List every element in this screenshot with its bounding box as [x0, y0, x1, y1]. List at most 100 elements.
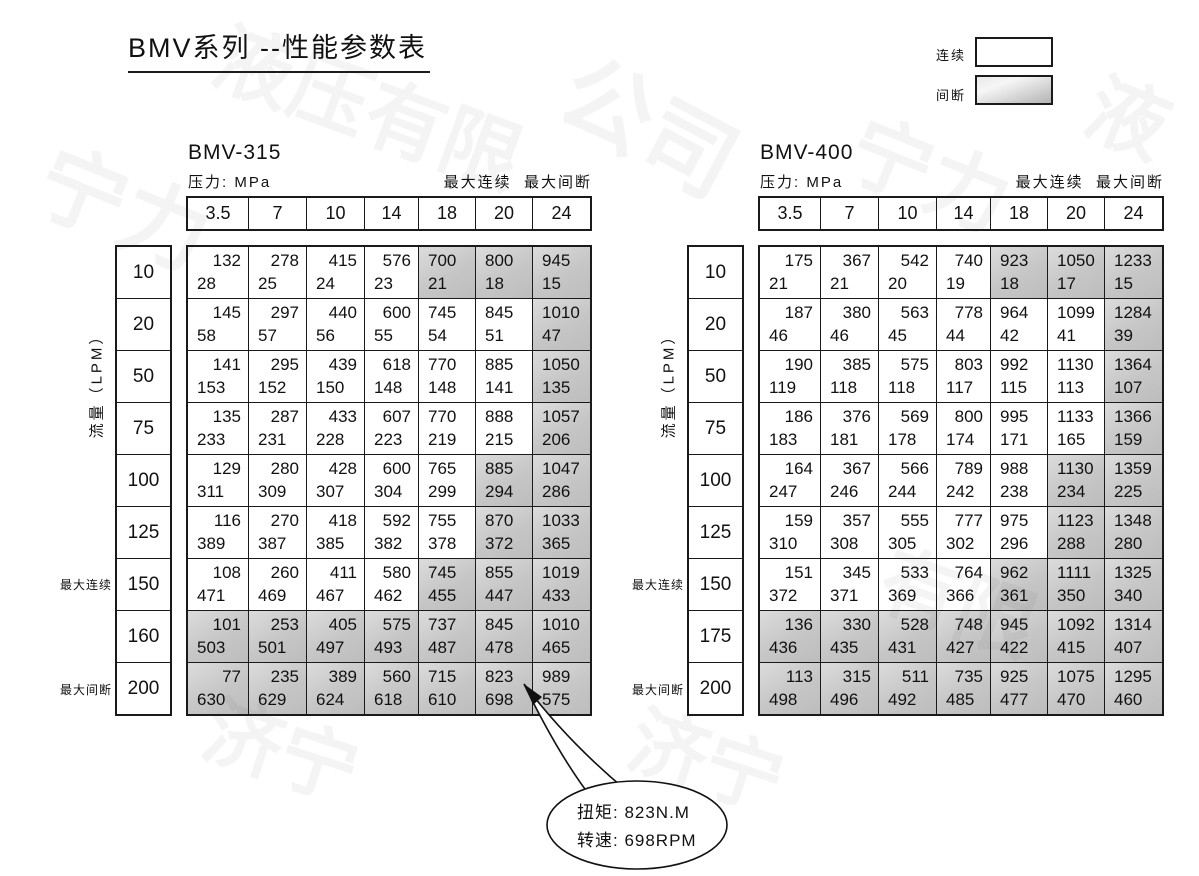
speed-value: 28: [197, 274, 216, 293]
torque-value: 1123: [1057, 511, 1094, 530]
speed-value: 23: [374, 274, 393, 293]
torque-value: 755: [428, 511, 457, 530]
speed-value: 407: [1114, 638, 1143, 657]
perf-cell: 923 18: [991, 247, 1047, 298]
torque-value: 765: [428, 459, 457, 478]
torque-value: 108: [212, 563, 241, 582]
pressure-header-cell: 7: [249, 198, 306, 229]
speed-value: 18: [485, 274, 504, 293]
speed-value: 246: [830, 482, 859, 501]
perf-cell: 845 51: [476, 299, 532, 350]
speed-value: 575: [542, 690, 571, 709]
speed-value: 487: [428, 638, 457, 657]
speed-value: 630: [197, 690, 226, 709]
speed-value: 54: [428, 326, 447, 345]
perf-cell: 989 575: [533, 663, 590, 714]
perf-cell: 1130 234: [1048, 455, 1104, 506]
speed-value: 447: [485, 586, 514, 605]
torque-value: 287: [270, 407, 299, 426]
torque-value: 1050: [542, 355, 580, 374]
perf-cell: 1019 433: [533, 559, 590, 610]
legend-intermittent-label: 间断: [936, 88, 967, 103]
speed-value: 436: [769, 638, 798, 657]
perf-cell: 777 302: [937, 507, 990, 558]
speed-value: 21: [428, 274, 447, 293]
speed-value: 294: [485, 482, 514, 501]
speed-value: 20: [888, 274, 907, 293]
torque-value: 428: [328, 459, 357, 478]
torque-value: 740: [954, 251, 983, 270]
torque-value: 1057: [542, 407, 580, 426]
torque-value: 260: [270, 563, 299, 582]
torque-value: 1050: [1057, 251, 1095, 270]
perf-cell: 190 119: [760, 351, 820, 402]
perf-cell: 607 223: [365, 403, 418, 454]
perf-cell: 113 498: [760, 663, 820, 714]
speed-value: 629: [258, 690, 287, 709]
torque-value: 945: [1000, 615, 1029, 634]
flow-value-cell: 100: [117, 455, 170, 506]
speed-value: 234: [1057, 482, 1086, 501]
speed-value: 366: [946, 586, 975, 605]
perf-cell: 280 309: [249, 455, 306, 506]
speed-value: 42: [1000, 326, 1019, 345]
perf-cell: 1359 225: [1105, 455, 1162, 506]
torque-value: 367: [842, 251, 871, 270]
speed-value: 25: [258, 274, 277, 293]
speed-value: 244: [888, 482, 917, 501]
torque-value: 186: [784, 407, 813, 426]
torque-value: 770: [428, 407, 457, 426]
perf-cell: 988 238: [991, 455, 1047, 506]
speed-value: 415: [1057, 638, 1086, 657]
pressure-unit-label: 压力: MPa: [188, 174, 272, 191]
torque-value: 175: [784, 251, 813, 270]
flow-value-cell: 125: [689, 507, 742, 558]
perf-cell: 566 244: [879, 455, 936, 506]
perf-cell: 542 20: [879, 247, 936, 298]
perf-cell: 380 46: [821, 299, 878, 350]
perf-cell: 575 493: [365, 611, 418, 662]
speed-value: 21: [769, 274, 788, 293]
speed-value: 477: [1000, 690, 1029, 709]
flow-value-cell: 100: [689, 455, 742, 506]
speed-value: 233: [197, 430, 226, 449]
torque-value: 803: [954, 355, 983, 374]
perf-cell: 136 436: [760, 611, 820, 662]
perf-cell: 164 247: [760, 455, 820, 506]
perf-cell: 1284 39: [1105, 299, 1162, 350]
flow-value-cell: 150: [689, 559, 742, 610]
perf-cell: 253 501: [249, 611, 306, 662]
perf-cell: 715 610: [419, 663, 475, 714]
perf-cell: 428 307: [307, 455, 364, 506]
max-intermittent-row-label: 最大间断: [59, 683, 112, 697]
perf-cell: 600 55: [365, 299, 418, 350]
torque-value: 1019: [542, 563, 580, 582]
speed-value: 19: [946, 274, 965, 293]
perf-cell: 129 311: [188, 455, 248, 506]
speed-value: 118: [830, 378, 858, 397]
perf-cell: 187 46: [760, 299, 820, 350]
torque-value: 376: [842, 407, 871, 426]
speed-value: 350: [1057, 586, 1086, 605]
perf-cell: 141 153: [188, 351, 248, 402]
speed-value: 311: [197, 482, 225, 501]
pressure-header-cell: 7: [821, 198, 878, 229]
perf-cell: 418 385: [307, 507, 364, 558]
perf-cell: 745 455: [419, 559, 475, 610]
torque-value: 295: [270, 355, 299, 374]
speed-value: 46: [830, 326, 849, 345]
speed-value: 455: [428, 586, 457, 605]
speed-value: 148: [428, 378, 457, 397]
speed-value: 296: [1000, 534, 1029, 553]
torque-value: 1364: [1114, 355, 1152, 374]
torque-value: 618: [382, 355, 411, 374]
torque-value: 800: [485, 251, 514, 270]
torque-value: 367: [842, 459, 871, 478]
torque-value: 389: [328, 667, 357, 686]
perf-cell: 560 618: [365, 663, 418, 714]
perf-cell: 415 24: [307, 247, 364, 298]
speed-value: 365: [542, 534, 571, 553]
torque-value: 187: [784, 303, 813, 322]
torque-value: 135: [212, 407, 241, 426]
